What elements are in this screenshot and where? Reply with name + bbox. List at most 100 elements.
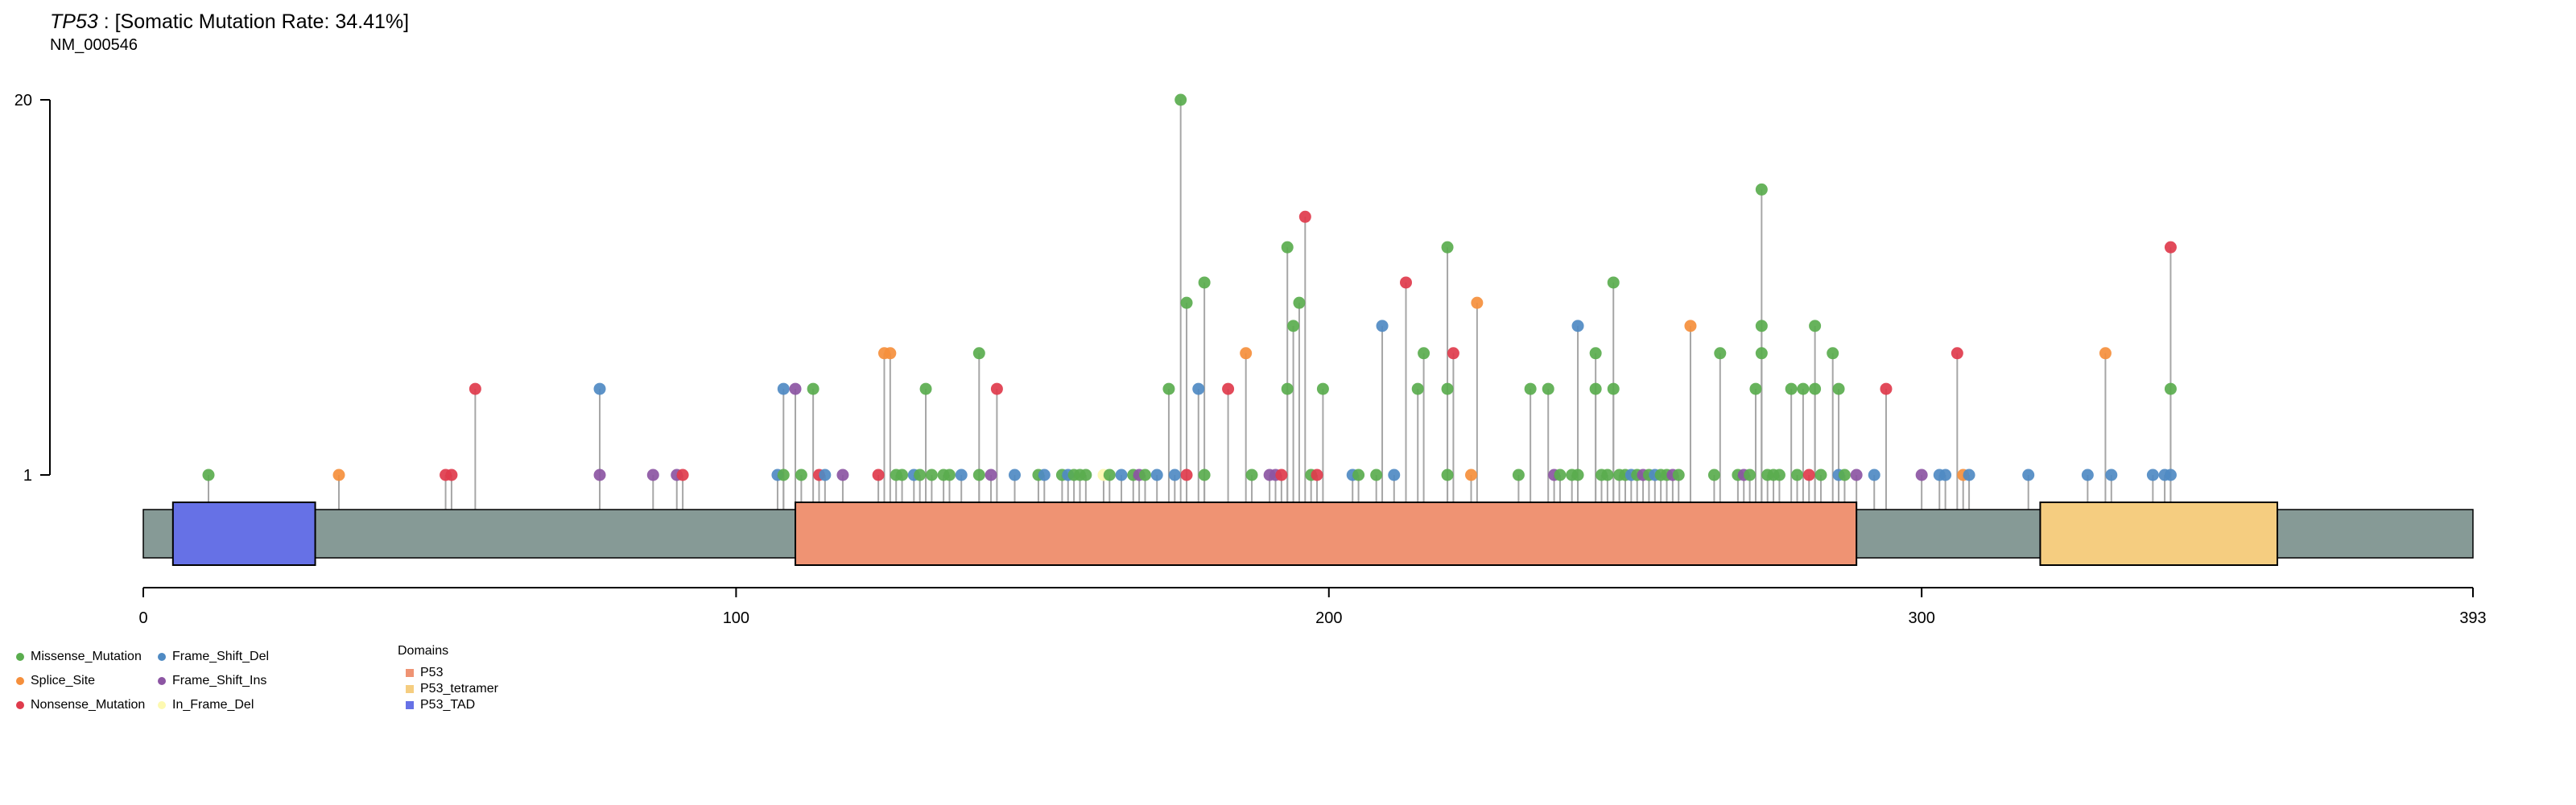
legend-item-in-frame-del: In_Frame_Del	[158, 697, 254, 713]
lollipop-head	[1838, 469, 1851, 481]
lollipop-head	[1400, 276, 1413, 289]
lollipop-head	[1168, 469, 1181, 481]
lollipop-head	[469, 382, 481, 395]
lollipop-head	[1198, 276, 1211, 289]
legend-label: Frame_Shift_Del	[172, 650, 270, 663]
lollipop-head	[1571, 320, 1584, 332]
lollipop-head	[1370, 469, 1383, 481]
legend-marker	[158, 700, 166, 709]
domain-p53	[795, 502, 1858, 566]
legend-marker	[16, 700, 24, 709]
domain-p53_tetramer	[2039, 502, 2278, 566]
lollipop-head	[1418, 347, 1430, 360]
legend-item-nonsense-mutation: Nonsense_Mutation	[16, 697, 145, 713]
lollipop-head	[1376, 320, 1389, 332]
lollipop-head	[2105, 469, 2118, 481]
lollipop-head	[1755, 320, 1768, 332]
chart-title: TP53 : [Somatic Mutation Rate: 34.41%]	[50, 10, 409, 34]
lollipop-head	[1150, 469, 1163, 481]
x-tick-label: 100	[723, 609, 749, 627]
lollipop-head	[593, 382, 606, 395]
lollipop-head	[1524, 382, 1537, 395]
lollipop-head	[1684, 320, 1697, 332]
domain-swatch	[406, 684, 414, 693]
lollipop-head	[1352, 469, 1365, 481]
lollipop-head	[1607, 382, 1620, 395]
lollipop-head	[1180, 469, 1193, 481]
lollipop-head	[1281, 382, 1294, 395]
x-tick-label: 393	[2459, 609, 2486, 627]
domain-swatch	[406, 700, 414, 709]
domain-legend-item: P53_TAD	[406, 697, 475, 713]
lollipop-head	[2164, 469, 2177, 481]
domains-legend-title: Domains	[398, 644, 449, 658]
lollipop-head	[2146, 469, 2159, 481]
lollipop-head	[789, 382, 802, 395]
lollipop-head	[1080, 469, 1092, 481]
lollipop-head	[1880, 382, 1893, 395]
lollipop-head	[1749, 382, 1762, 395]
legend-label: Splice_Site	[31, 674, 96, 687]
lollipop-head	[1827, 347, 1839, 360]
legend-label: Nonsense_Mutation	[31, 698, 146, 712]
lollipop-head	[1465, 469, 1478, 481]
legend-marker	[158, 652, 166, 661]
lollipop-head	[2164, 382, 2177, 395]
lollipop-head	[972, 347, 985, 360]
lollipop-head	[1512, 469, 1525, 481]
lollipop-head	[1744, 469, 1757, 481]
lollipop-head	[202, 469, 215, 481]
lollipop-head	[1311, 469, 1323, 481]
lollipop-head	[1222, 382, 1235, 395]
gene-name: TP53	[50, 10, 98, 33]
lollipop-head	[1714, 347, 1727, 360]
lollipop-head	[919, 382, 932, 395]
domain-legend-label: P53	[420, 666, 444, 679]
lollipop-head	[1868, 469, 1880, 481]
lollipop-head	[1589, 382, 1602, 395]
lollipop-head	[1785, 382, 1798, 395]
lollipop-head	[1607, 276, 1620, 289]
lollipop-head	[1245, 469, 1258, 481]
x-tick-label: 200	[1315, 609, 1342, 627]
lollipop-head	[1192, 382, 1205, 395]
legend-item-splice-site: Splice_Site	[16, 673, 95, 689]
lollipop-head	[445, 469, 458, 481]
lollipop-head	[1755, 183, 1768, 196]
lollipop-head	[1240, 347, 1253, 360]
lollipop-head	[1174, 93, 1187, 106]
lollipop-head	[1832, 382, 1845, 395]
x-tick-label: 300	[1908, 609, 1934, 627]
domain-legend-label: P53_tetramer	[420, 682, 498, 696]
lollipop-head	[1008, 469, 1021, 481]
legend-marker	[16, 652, 24, 661]
domain-legend-label: P53_TAD	[420, 698, 476, 712]
lollipop-head	[1589, 347, 1602, 360]
lollipop-head	[646, 469, 659, 481]
lollipop-head	[1138, 469, 1151, 481]
lollipop-head	[819, 469, 832, 481]
lollipop-head	[593, 469, 606, 481]
lollipop-head	[1814, 469, 1827, 481]
lollipop-head	[1115, 469, 1128, 481]
legend-label: Missense_Mutation	[31, 650, 142, 663]
lollipop-head	[972, 469, 985, 481]
lollipop-head	[807, 382, 819, 395]
domain-legend-item: P53	[406, 665, 443, 681]
lollipop-head	[1809, 382, 1822, 395]
domain-legend-item: P53_tetramer	[406, 681, 498, 697]
lollipop-head	[1809, 320, 1822, 332]
legend-label: In_Frame_Del	[172, 698, 254, 712]
lollipop-head	[1797, 382, 1810, 395]
lollipop-head	[1554, 469, 1567, 481]
lollipop-head	[1038, 469, 1051, 481]
lollipop-head	[925, 469, 938, 481]
lollipop-head	[2081, 469, 2094, 481]
lollipop-head	[1791, 469, 1804, 481]
lollipop-head	[1316, 382, 1329, 395]
lollipop-head	[1287, 320, 1300, 332]
lollipop-head	[1850, 469, 1863, 481]
lollipop-head	[1773, 469, 1785, 481]
lollipop-head	[1963, 469, 1975, 481]
